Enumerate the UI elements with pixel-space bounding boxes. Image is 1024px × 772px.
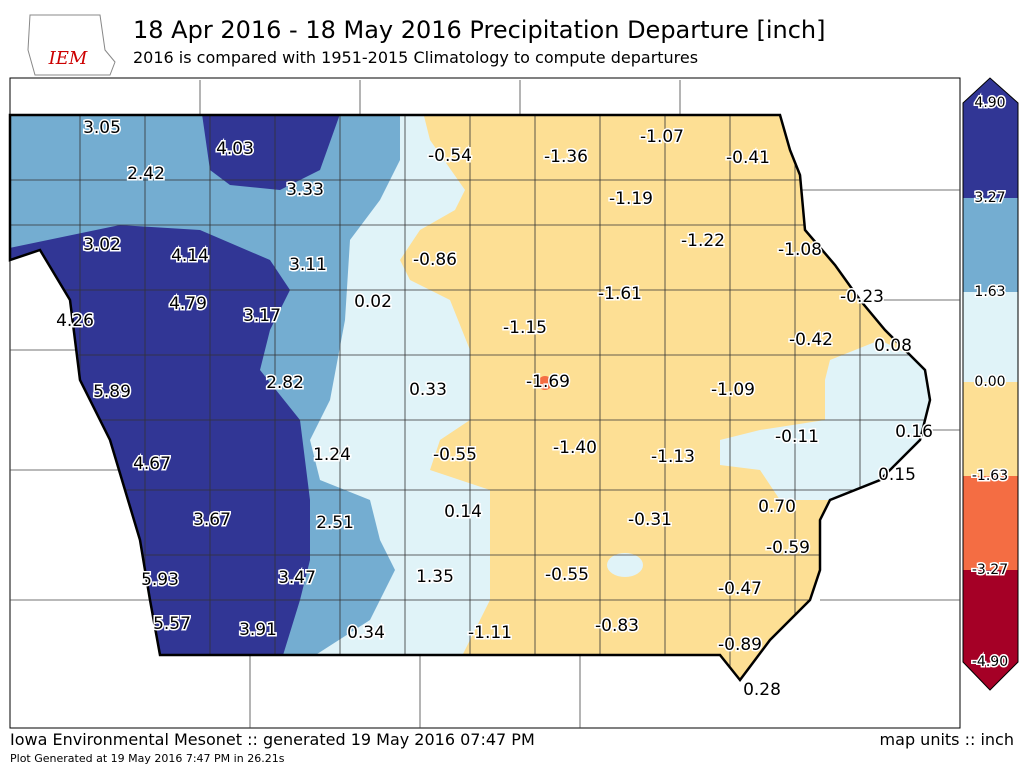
station-value: 3.02	[83, 235, 121, 255]
station-value: -1.08	[778, 240, 822, 260]
subtitle: 2016 is compared with 1951-2015 Climatol…	[133, 48, 698, 67]
iowa-border	[8, 113, 932, 683]
station-value: 4.67	[133, 454, 171, 474]
station-value: 5.89	[93, 382, 131, 402]
legend-label: 4.90	[974, 95, 1005, 111]
station-value: -0.31	[628, 510, 672, 530]
station-value: -0.41	[726, 148, 770, 168]
station-value: -1.07	[640, 127, 684, 147]
station-value: 2.42	[127, 164, 165, 184]
logo: IEM	[27, 14, 116, 76]
logo-text: IEM	[48, 48, 88, 69]
station-value: -0.11	[775, 427, 819, 447]
legend-label: -3.27	[972, 562, 1008, 578]
station-value: -0.86	[413, 250, 457, 270]
title: 18 Apr 2016 - 18 May 2016 Precipitation …	[133, 16, 826, 44]
station-value: 0.34	[347, 623, 385, 643]
station-value: -1.11	[468, 623, 512, 643]
station-value: -0.54	[428, 146, 472, 166]
station-value: 3.17	[243, 306, 281, 326]
station-value: -1.22	[681, 231, 725, 251]
station-value: 4.26	[56, 311, 94, 331]
station-value: 0.70	[758, 497, 796, 517]
station-value: -0.55	[545, 565, 589, 585]
legend-label: 1.63	[974, 284, 1005, 300]
station-value: 2.82	[266, 373, 304, 393]
station-value: 3.47	[278, 568, 316, 588]
legend-label: -1.63	[972, 468, 1008, 484]
colorbar	[962, 77, 1019, 691]
station-value: -0.89	[718, 635, 762, 655]
station-value: -0.23	[840, 287, 884, 307]
station-value: 0.28	[743, 680, 781, 700]
station-value: -0.47	[718, 579, 762, 599]
station-value: 0.14	[444, 502, 482, 522]
station-value: 0.33	[409, 380, 447, 400]
station-value: 3.05	[83, 118, 121, 138]
station-value: 0.02	[354, 292, 392, 312]
station-value: 3.67	[193, 510, 231, 530]
station-value: 5.57	[153, 614, 191, 634]
station-value: 0.15	[878, 465, 916, 485]
station-value: 1.35	[416, 567, 454, 587]
station-value: 1.24	[313, 445, 351, 465]
footer-small: Plot Generated at 19 May 2016 7:47 PM in…	[10, 752, 285, 765]
station-value: -1.09	[711, 380, 755, 400]
station-value: 4.14	[171, 246, 209, 266]
station-value: -1.40	[553, 438, 597, 458]
station-value: -1.61	[598, 284, 642, 304]
station-value: -1.13	[651, 447, 695, 467]
legend-label: 0.00	[974, 374, 1005, 390]
station-value: 2.51	[316, 513, 354, 533]
station-value: -0.42	[789, 330, 833, 350]
station-value: -1.19	[609, 189, 653, 209]
legend-label: 3.27	[974, 190, 1005, 206]
contours	[10, 115, 930, 680]
station-value: 5.93	[141, 570, 179, 590]
station-value: 0.08	[874, 336, 912, 356]
station-value: 4.79	[169, 294, 207, 314]
station-value: 3.11	[289, 255, 327, 275]
station-value: -0.59	[766, 538, 810, 558]
station-value: -1.15	[503, 318, 547, 338]
station-value: 3.33	[286, 180, 324, 200]
station-value: 0.16	[895, 422, 933, 442]
legend-label: -4.90	[972, 654, 1008, 670]
station-value: 4.03	[216, 139, 254, 159]
footer-left: Iowa Environmental Mesonet :: generated …	[10, 730, 535, 749]
station-value: -1.36	[544, 147, 588, 167]
station-value: 3.91	[239, 620, 277, 640]
station-value: -1.69	[526, 372, 570, 392]
station-value: -0.55	[433, 445, 477, 465]
station-value: -0.83	[595, 616, 639, 636]
footer-right: map units :: inch	[880, 730, 1014, 749]
